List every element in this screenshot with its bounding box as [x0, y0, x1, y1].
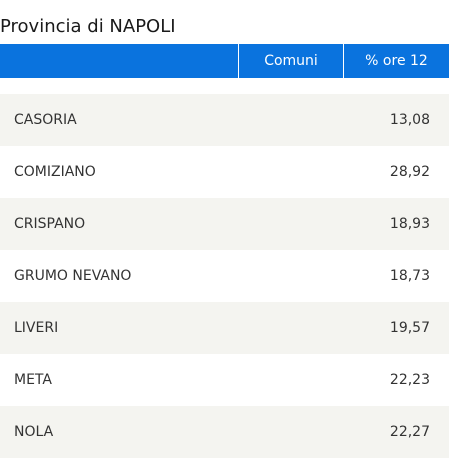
table-row: NOLA 22,27 [0, 406, 449, 458]
comune-name: LIVERI [14, 320, 59, 336]
table-row: CRISPANO 18,93 [0, 198, 449, 250]
comune-name: CRISPANO [14, 216, 86, 232]
table-row: GRUMO NEVANO 18,73 [0, 250, 449, 302]
table-row: META 22,23 [0, 354, 449, 406]
table-row: LIVERI 19,57 [0, 302, 449, 354]
comune-name: NOLA [14, 424, 54, 440]
comune-name: META [14, 372, 52, 388]
table-row: CASORIA 13,08 [0, 94, 449, 146]
turnout-value: 19,57 [389, 320, 430, 336]
column-header-comuni[interactable]: Comuni [264, 53, 318, 69]
turnout-value: 18,73 [389, 268, 430, 284]
page-title: Provincia di NAPOLI [0, 16, 176, 37]
turnout-value: 22,27 [389, 424, 430, 440]
table-row: COMIZIANO 28,92 [0, 146, 449, 198]
comune-name: CASORIA [14, 112, 77, 128]
header-separator [343, 44, 344, 78]
header-separator [238, 44, 239, 78]
table-header: Comuni % ore 12 [0, 44, 449, 78]
turnout-value: 28,92 [389, 164, 430, 180]
turnout-value: 13,08 [389, 112, 430, 128]
comune-name: COMIZIANO [14, 164, 96, 180]
turnout-value: 22,23 [389, 372, 430, 388]
column-header-pct[interactable]: % ore 12 [365, 53, 428, 69]
turnout-value: 18,93 [389, 216, 430, 232]
comune-name: GRUMO NEVANO [14, 268, 132, 284]
table-body: CASORIA 13,08 COMIZIANO 28,92 CRISPANO 1… [0, 94, 449, 458]
